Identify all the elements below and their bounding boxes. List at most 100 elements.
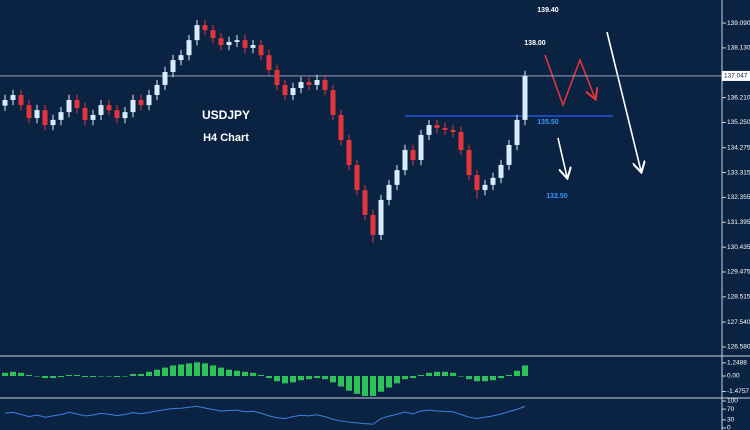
candle-body: [258, 45, 264, 56]
candle-body: [370, 214, 376, 235]
histogram-bar: [418, 374, 424, 377]
candle-body: [482, 184, 488, 191]
histogram-bar: [266, 376, 272, 379]
histogram-bar: [442, 371, 448, 377]
candle-body: [58, 112, 64, 120]
candle-body: [26, 105, 32, 119]
histogram-bar: [34, 376, 40, 377]
histogram-bar: [434, 371, 440, 377]
histogram-bar: [58, 376, 64, 378]
y-tick-label: 132.355: [727, 194, 750, 201]
y-tick-label: 0: [727, 425, 731, 430]
histogram-bar: [346, 376, 352, 391]
histogram-bar: [458, 376, 464, 377]
y-tick-label: 70: [727, 406, 735, 413]
histogram-bar: [106, 376, 112, 377]
histogram-bar: [18, 372, 24, 377]
annotation: 139.40: [537, 7, 559, 14]
candle-body: [410, 149, 416, 161]
candle-body: [362, 190, 368, 215]
candle-body: [450, 129, 456, 133]
candle-body: [338, 114, 344, 141]
y-tick-label: 134.275: [727, 144, 750, 151]
candle-body: [138, 99, 144, 106]
histogram-bar: [26, 374, 32, 377]
candle-body: [378, 199, 384, 235]
annotation: 132.50: [546, 193, 568, 200]
candle-body: [106, 105, 112, 111]
histogram-bar: [362, 376, 368, 396]
candle-body: [266, 55, 272, 70]
annotation: 138.00: [524, 40, 546, 47]
candle-body: [290, 88, 296, 96]
histogram-bar: [242, 371, 248, 377]
histogram-bar: [378, 376, 384, 392]
histogram-bar: [130, 373, 136, 377]
forecast-arrow: [544, 54, 595, 108]
y-tick-label: 126.580: [727, 344, 750, 351]
histogram-bar: [498, 376, 504, 379]
indicator-line: [4, 405, 526, 425]
histogram-bar: [482, 376, 488, 382]
candle-body: [242, 40, 248, 48]
histogram-bar: [394, 376, 400, 384]
histogram-bar: [162, 367, 168, 377]
candle-body: [114, 110, 120, 119]
candle-body: [322, 80, 328, 91]
histogram-bar: [338, 376, 344, 387]
candle-body: [522, 75, 528, 120]
histogram-bar: [506, 374, 512, 377]
histogram-bar: [514, 370, 520, 377]
y-tick-label: 130.435: [727, 244, 750, 251]
y-tick-label: 131.395: [727, 219, 750, 226]
histogram-bar: [290, 376, 296, 383]
candle-body: [250, 45, 256, 48]
candle-body: [306, 82, 312, 85]
candle-body: [50, 119, 56, 126]
histogram-bar: [322, 376, 328, 380]
candle-body: [74, 99, 80, 108]
histogram-bar: [90, 376, 96, 378]
forecast-arrow: [606, 31, 641, 171]
histogram-bar: [282, 376, 288, 384]
histogram-bar: [522, 365, 528, 377]
y-tick-label: 100: [727, 398, 738, 405]
y-tick-label: 30: [727, 417, 735, 424]
histogram-bar: [450, 372, 456, 377]
y-tick-label: 139.090: [727, 20, 750, 27]
histogram-bar: [234, 370, 240, 377]
histogram-bar: [10, 371, 16, 377]
histogram-bar: [186, 363, 192, 377]
candle-body: [490, 177, 496, 185]
histogram-bar: [466, 376, 472, 380]
histogram-bar: [314, 376, 320, 379]
candle-body: [426, 125, 432, 135]
candle-body: [386, 184, 392, 200]
candle-body: [210, 30, 216, 39]
candle-body: [2, 99, 8, 106]
histogram-bar: [474, 376, 480, 382]
annotation: USDJPY: [202, 108, 250, 122]
candle-body: [394, 170, 400, 185]
histogram-bar: [370, 376, 376, 396]
candle-body: [34, 110, 40, 119]
histogram-bar: [354, 376, 360, 394]
candle-body: [274, 69, 280, 85]
candle-body: [122, 112, 128, 119]
y-tick-label: 127.540: [727, 319, 750, 326]
candle-body: [10, 95, 16, 100]
y-tick-label: 1.2488: [727, 360, 747, 367]
histogram-bar: [402, 376, 408, 380]
y-tick-label: 129.475: [727, 269, 750, 276]
candle-body: [418, 134, 424, 161]
histogram-bar: [74, 374, 80, 377]
candle-body: [434, 125, 440, 128]
candle-body: [330, 90, 336, 115]
annotation: H4 Chart: [203, 132, 249, 144]
candle-body: [178, 55, 184, 61]
histogram-bar: [178, 364, 184, 377]
histogram-bar: [330, 376, 336, 383]
histogram-bar: [194, 362, 200, 377]
candle-body: [514, 119, 520, 146]
histogram-bar: [146, 371, 152, 377]
